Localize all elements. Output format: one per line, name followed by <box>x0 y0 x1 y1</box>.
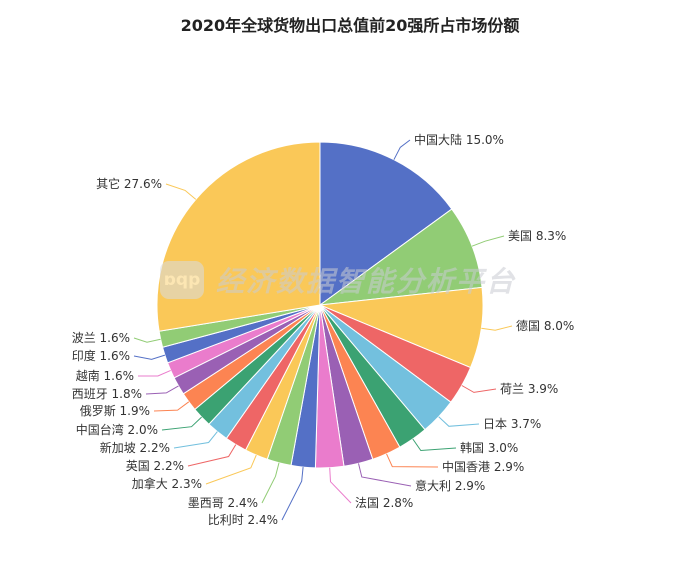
leader-lines <box>133 139 513 521</box>
slice-21 <box>156 141 321 332</box>
slice-18-leader-line <box>138 369 171 377</box>
slice-10-leader-line <box>281 467 304 521</box>
slice-9-label: 法国 2.8% <box>355 496 413 510</box>
slice-9-leader-line <box>329 467 352 504</box>
slice-11-leader-line <box>261 462 280 504</box>
slice-19-leader-line <box>133 354 166 360</box>
slice-14-leader-line <box>173 431 218 449</box>
slice-5-label: 日本 3.7% <box>483 417 541 431</box>
slice-4-label: 荷兰 3.9% <box>500 382 558 396</box>
slice-13-leader-line <box>187 444 237 467</box>
slice-2-leader-line <box>471 235 505 247</box>
slice-2-label: 美国 8.3% <box>508 229 566 243</box>
slice-13-label: 英国 2.2% <box>126 459 184 473</box>
slice-3-leader-line <box>481 325 513 331</box>
chart-title: 2020年全球货物出口总值前20强所占市场份额 <box>180 16 520 35</box>
slice-1 <box>319 141 453 306</box>
slice-6-leader-line <box>412 438 457 452</box>
slice-14-label: 新加坡 2.2% <box>100 440 170 455</box>
watermark-logo: ɒqp <box>160 261 204 299</box>
slice-1-label: 中国大陆 15.0% <box>414 132 504 147</box>
watermark-text: 经济数据智能分析平台 <box>216 265 517 298</box>
slice-21-leader-line <box>165 183 197 200</box>
slice-20-label: 波兰 1.6% <box>72 331 130 345</box>
slice-7-label: 中国香港 2.9% <box>442 459 524 474</box>
slice-3-label: 德国 8.0% <box>516 318 574 333</box>
slice-21-label: 其它 27.6% <box>96 176 162 191</box>
slice-20-leader-line <box>133 337 161 343</box>
slice-15-label: 中国台湾 2.0% <box>76 422 158 437</box>
slice-11-label: 墨西哥 2.4% <box>188 496 258 510</box>
slice-12-leader-line <box>205 454 257 485</box>
slice-8-label: 意大利 2.9% <box>415 478 485 493</box>
slice-16-leader-line <box>153 401 190 412</box>
slice-1-leader-line <box>393 139 411 160</box>
pie-slices <box>156 141 484 469</box>
watermark: ɒqp 经济数据智能分析平台 <box>160 258 516 302</box>
slice-5-leader-line <box>438 416 480 427</box>
slice-12-label: 加拿大 2.3% <box>132 476 202 491</box>
slice-10-label: 比利时 2.4% <box>208 513 278 527</box>
slice-17-label: 西班牙 1.8% <box>72 387 142 401</box>
slice-19-label: 印度 1.6% <box>72 348 130 363</box>
slice-6-label: 韩国 3.0% <box>460 440 518 455</box>
slice-labels: 中国大陆 15.0% 美国 8.3% 德国 8.0% 荷兰 3.9% 日本 3.7% 韩国… <box>72 132 575 527</box>
slice-15-leader-line <box>161 416 202 431</box>
slice-17-leader-line <box>145 385 179 395</box>
slice-8-leader-line <box>358 463 412 487</box>
slice-4-leader-line <box>461 385 497 393</box>
slice-7-leader-line <box>386 453 439 468</box>
slice-18-label: 越南 1.6% <box>76 368 134 383</box>
slice-16-label: 俄罗斯 1.9% <box>80 404 150 418</box>
